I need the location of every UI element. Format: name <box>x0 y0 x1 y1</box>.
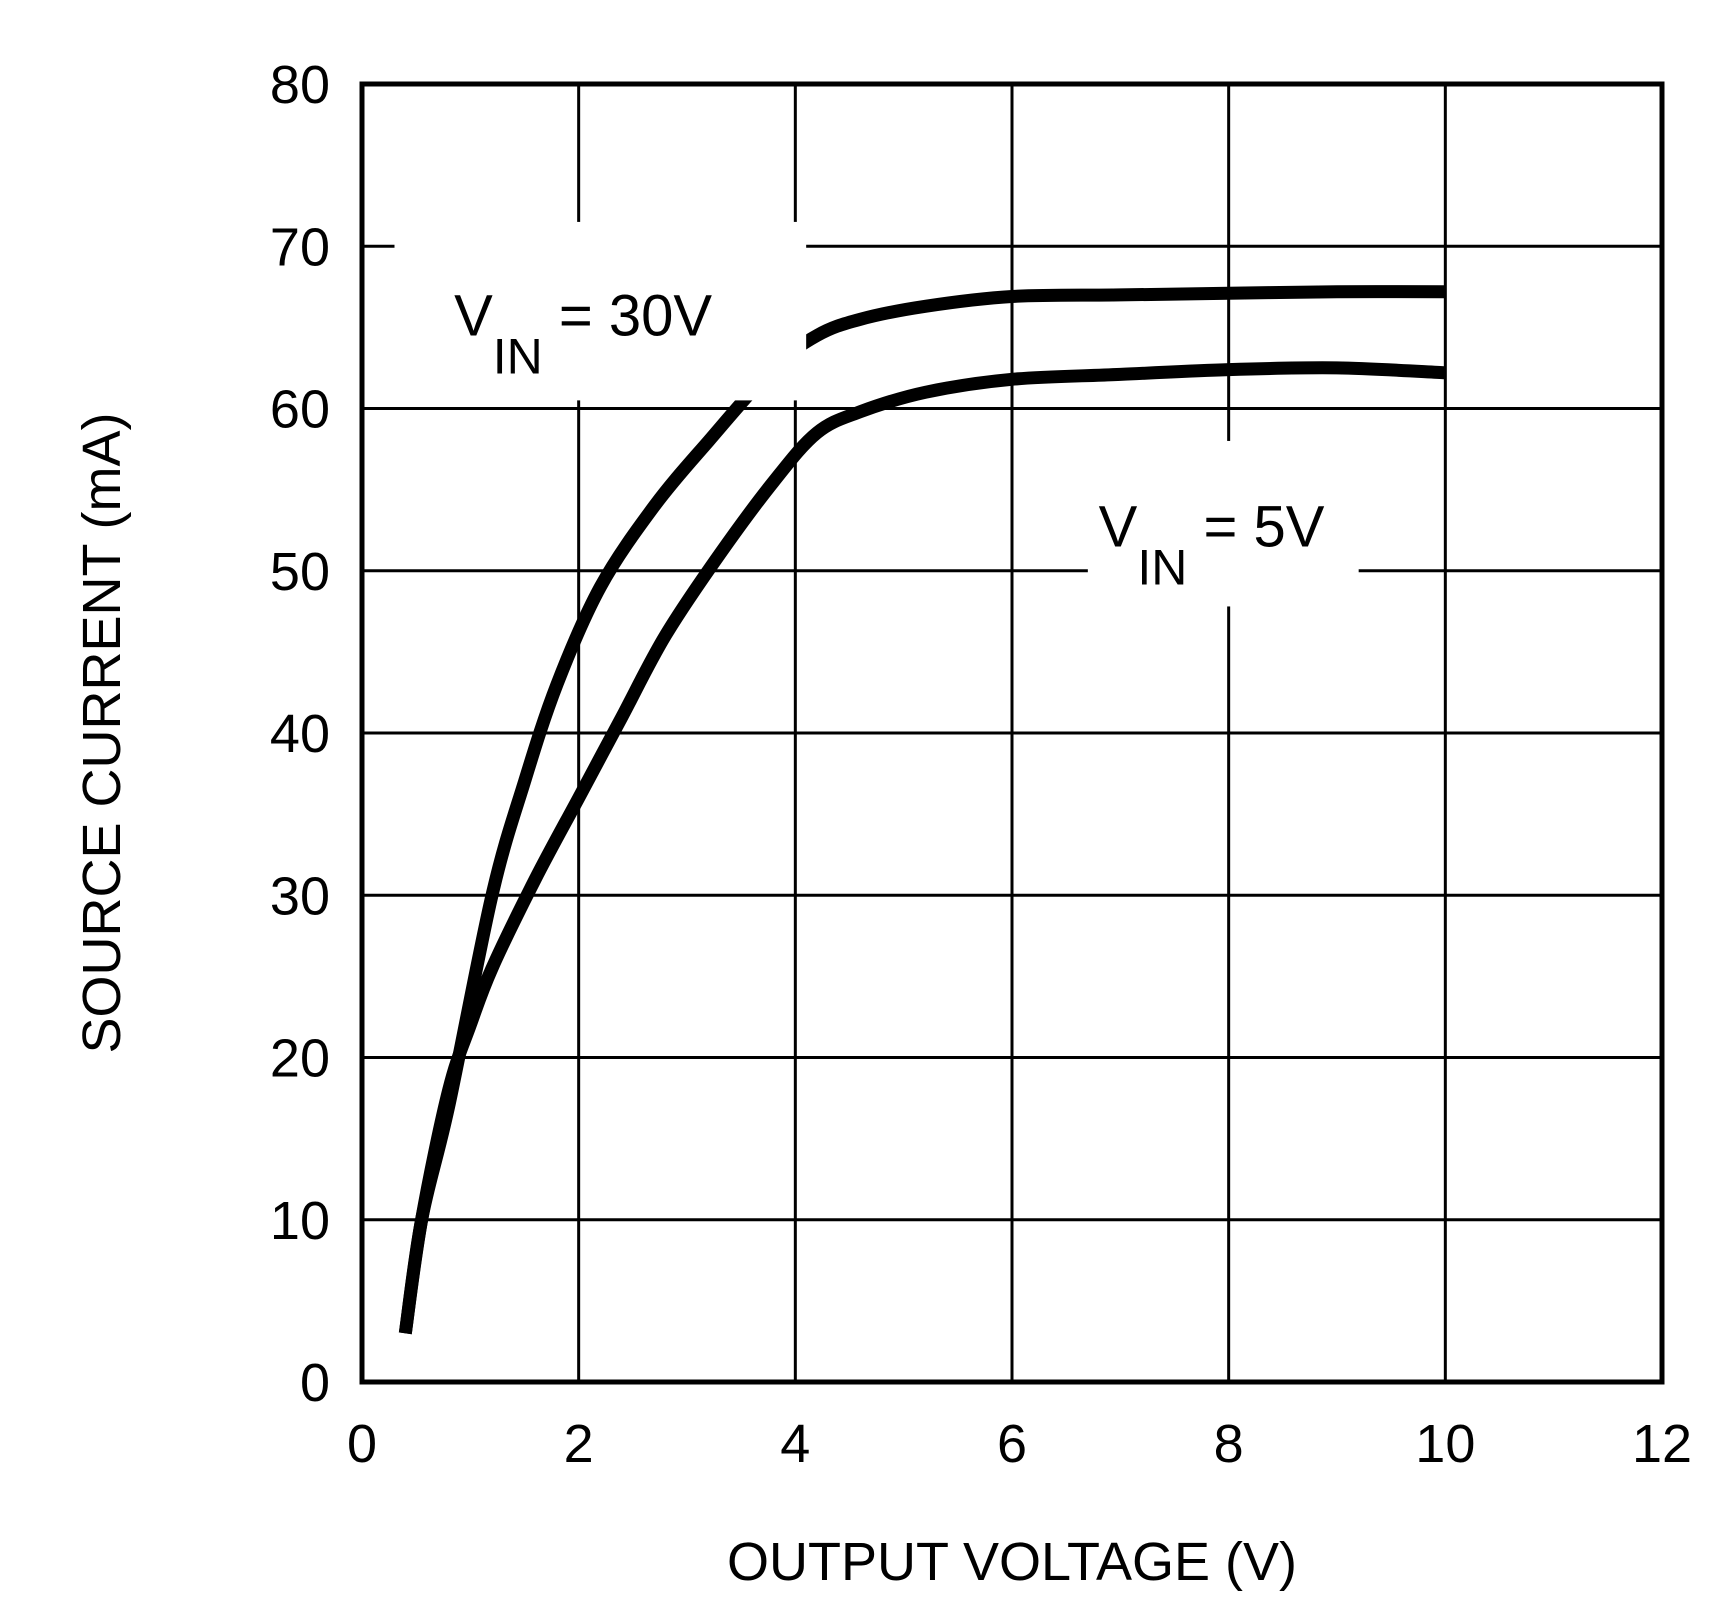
series-label-value: = 5V <box>1187 494 1324 559</box>
y-tick-label-70: 70 <box>270 217 330 277</box>
tick-labels: 0 2 4 6 8 10 12 0 10 20 30 40 50 60 70 80 <box>270 55 1692 1474</box>
x-tick-label-6: 6 <box>997 1414 1027 1474</box>
series-line-vin-30v <box>398 285 1446 1335</box>
plot-frame <box>359 81 1665 1385</box>
y-axis-title: SOURCE CURRENT (mA) <box>72 412 132 1053</box>
x-tick-label-2: 2 <box>564 1414 594 1474</box>
series-label-vin-5v: VIN = 5V <box>1099 494 1325 595</box>
series-label-main: V <box>1099 494 1138 559</box>
y-tick-label-60: 60 <box>270 380 330 440</box>
series-label-subscript: IN <box>1137 539 1187 595</box>
x-tick-label-10: 10 <box>1415 1414 1475 1474</box>
x-tick-label-12: 12 <box>1632 1414 1692 1474</box>
x-tick-label-4: 4 <box>780 1414 810 1474</box>
series-label-background <box>394 221 807 401</box>
y-tick-label-40: 40 <box>270 704 330 764</box>
series-line-vin-5v <box>398 361 1446 1335</box>
y-tick-label-10: 10 <box>270 1191 330 1251</box>
plot-lines <box>398 285 1446 1335</box>
x-tick-label-8: 8 <box>1214 1414 1244 1474</box>
x-tick-label-0: 0 <box>347 1414 377 1474</box>
series-label-main: V <box>454 283 493 348</box>
y-tick-label-30: 30 <box>270 866 330 926</box>
series-label-value: = 30V <box>543 283 713 348</box>
y-tick-label-80: 80 <box>270 55 330 115</box>
y-tick-label-0: 0 <box>300 1353 330 1413</box>
series-label-background <box>1087 440 1359 607</box>
series-label-vin-30v: VIN = 30V <box>454 283 712 384</box>
y-tick-label-20: 20 <box>270 1029 330 1089</box>
series-label-subscript: IN <box>493 328 543 384</box>
y-tick-label-50: 50 <box>270 542 330 602</box>
x-axis-title: OUTPUT VOLTAGE (V) <box>727 1532 1297 1592</box>
